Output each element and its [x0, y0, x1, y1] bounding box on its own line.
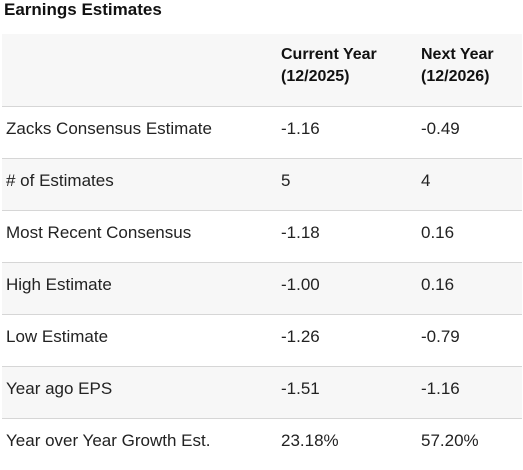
- next-year-value: 4: [421, 171, 431, 190]
- table-row: Zacks Consensus Estimate -1.16 -0.49: [2, 107, 522, 159]
- table-header-row: Current Year (12/2025) Next Year (12/202…: [2, 34, 522, 107]
- next-year-value: -0.79: [421, 327, 460, 346]
- current-year-value: -1.26: [281, 327, 320, 346]
- current-year-value: 5: [281, 171, 291, 190]
- column-header-current-year-label: Current Year: [281, 46, 377, 63]
- row-label: Low Estimate: [6, 327, 109, 346]
- earnings-estimates-table: Current Year (12/2025) Next Year (12/202…: [2, 34, 522, 470]
- current-year-value: -1.16: [281, 119, 320, 138]
- row-label: High Estimate: [6, 275, 112, 294]
- column-header-current-year: Current Year (12/2025): [281, 44, 377, 88]
- table-row: # of Estimates 5 4: [2, 159, 522, 211]
- row-label: Zacks Consensus Estimate: [6, 119, 212, 138]
- column-header-next-year-label: Next Year: [421, 46, 494, 63]
- next-year-value: -1.16: [421, 379, 460, 398]
- column-header-next-year: Next Year (12/2026): [421, 44, 494, 88]
- current-year-value: -1.51: [281, 379, 320, 398]
- next-year-value: -0.49: [421, 119, 460, 138]
- current-year-value: -1.18: [281, 223, 320, 242]
- next-year-value: 0.16: [421, 275, 455, 294]
- table-row: Year over Year Growth Est. 23.18% 57.20%: [2, 419, 522, 470]
- row-label: Year ago EPS: [6, 379, 113, 398]
- table-row: Low Estimate -1.26 -0.79: [2, 315, 522, 367]
- next-year-value: 57.20%: [421, 431, 479, 450]
- current-year-value: 23.18%: [281, 431, 339, 450]
- row-label: Most Recent Consensus: [6, 223, 192, 242]
- section-title: Earnings Estimates: [4, 0, 162, 19]
- column-header-next-year-date: (12/2026): [421, 68, 490, 85]
- next-year-value: 0.16: [421, 223, 455, 242]
- row-label: # of Estimates: [6, 171, 114, 190]
- column-header-current-year-date: (12/2025): [281, 68, 350, 85]
- table-row: High Estimate -1.00 0.16: [2, 263, 522, 315]
- row-label: Year over Year Growth Est.: [6, 431, 211, 450]
- current-year-value: -1.00: [281, 275, 320, 294]
- table-row: Most Recent Consensus -1.18 0.16: [2, 211, 522, 263]
- table-row: Year ago EPS -1.51 -1.16: [2, 367, 522, 419]
